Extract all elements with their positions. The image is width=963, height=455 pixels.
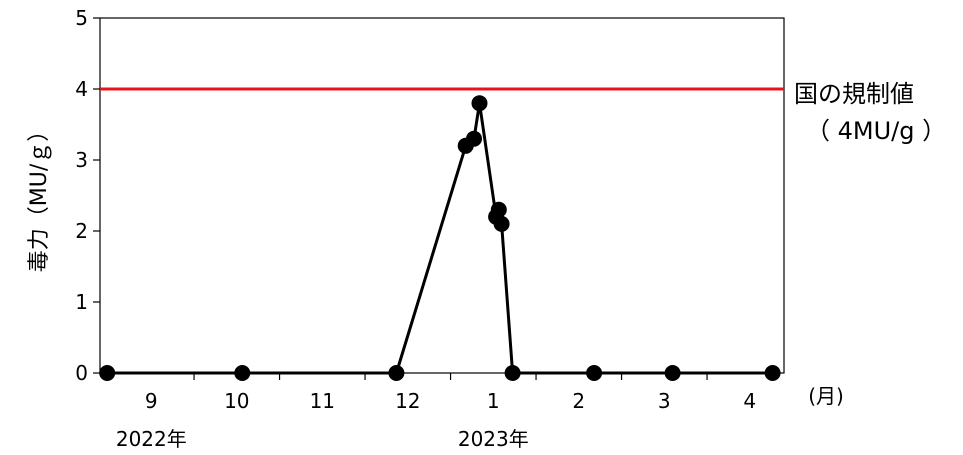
data-point bbox=[466, 130, 482, 147]
x-tick-label: 3 bbox=[658, 389, 671, 413]
y-tick-label: 2 bbox=[75, 219, 88, 243]
y-axis-title: 毒力（MU/ｇ） bbox=[27, 120, 52, 273]
regulatory-limit-label: 国の規制値 bbox=[794, 80, 914, 108]
data-point bbox=[493, 215, 510, 232]
data-point bbox=[99, 365, 116, 381]
data-point bbox=[504, 365, 521, 381]
data-point bbox=[490, 201, 507, 218]
plot-frame bbox=[99, 17, 785, 374]
x-axis-unit-label: (月) bbox=[808, 384, 844, 408]
data-point bbox=[764, 365, 781, 381]
series-line bbox=[107, 101, 773, 375]
year-label: 2023年 bbox=[458, 427, 529, 451]
x-tick-label: 11 bbox=[310, 389, 335, 413]
x-tick-label: 4 bbox=[743, 389, 756, 413]
y-axis-ticks: 0 1 2 3 4 5 bbox=[75, 6, 100, 385]
data-point bbox=[471, 95, 488, 112]
x-tick-label: 1 bbox=[487, 389, 500, 413]
y-tick-label: 1 bbox=[75, 290, 88, 314]
toxicity-series bbox=[99, 95, 781, 381]
regulatory-limit-value-label: （ 4MU/g ） bbox=[806, 117, 946, 145]
x-tick-label: 12 bbox=[395, 389, 420, 413]
y-tick-label: 5 bbox=[75, 6, 88, 30]
x-tick-label: 9 bbox=[145, 389, 158, 413]
y-tick-label: 4 bbox=[75, 77, 88, 101]
year-label: 2022年 bbox=[116, 427, 187, 451]
data-point bbox=[664, 365, 681, 381]
y-tick-label: 3 bbox=[75, 148, 88, 172]
y-tick-label: 0 bbox=[75, 361, 88, 385]
data-point bbox=[388, 365, 405, 381]
data-point bbox=[586, 365, 603, 381]
x-tick-label: 10 bbox=[224, 389, 249, 413]
data-point bbox=[234, 365, 251, 381]
x-tick-label: 2 bbox=[572, 389, 585, 413]
